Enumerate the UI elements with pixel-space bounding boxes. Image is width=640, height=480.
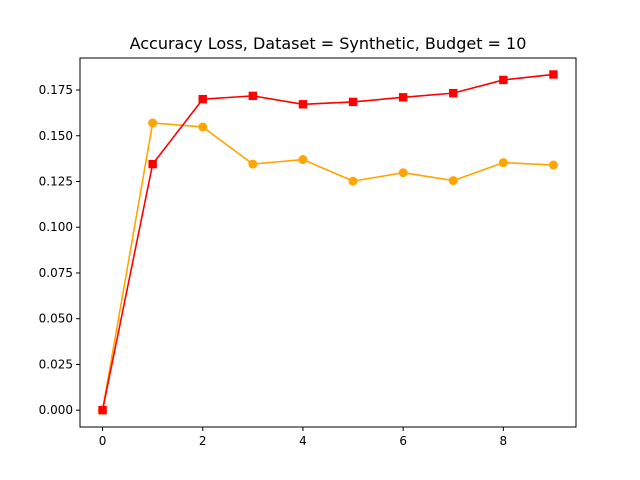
series-1-point [198, 122, 208, 132]
series-2-point [148, 159, 157, 169]
chart-title: Accuracy Loss, Dataset = Synthetic, Budg… [130, 34, 527, 53]
series-1-point [548, 160, 558, 170]
series-2-point [348, 97, 358, 107]
plot-frame [79, 57, 577, 428]
y-tick-label: 0.175 [39, 83, 73, 97]
y-tick-label: 0.125 [39, 174, 73, 188]
series-1-point [148, 118, 158, 128]
x-tick-label: 4 [299, 434, 307, 448]
series-2-point [98, 405, 107, 415]
y-tick-label: 0.025 [39, 357, 73, 371]
series-2-point [549, 70, 558, 79]
series-2-point [398, 93, 408, 102]
series-2-point [248, 91, 258, 101]
x-tick-label: 0 [99, 434, 107, 448]
series-2-point [298, 100, 308, 109]
series-1-point [248, 159, 258, 169]
x-tick-label: 2 [199, 434, 207, 448]
series-1-line [101, 122, 554, 411]
y-tick-label: 0.050 [39, 312, 73, 326]
plot-series [98, 70, 558, 415]
x-tick-label: 8 [500, 434, 508, 448]
series-2-line [101, 73, 554, 411]
axes: 0 2 4 6 8 0.000 0.025 0.050 0.075 0.100 0.125 0.150… [39, 83, 508, 448]
y-tick-label: 0.100 [39, 220, 73, 234]
series-2-point [198, 94, 207, 104]
series-1-point [348, 176, 358, 186]
series-1-point [298, 155, 308, 165]
series-2-point [499, 75, 508, 85]
y-tick-label: 0.150 [39, 129, 73, 143]
series-1-point [398, 168, 408, 178]
series-1-point [498, 158, 508, 168]
series-1-point [448, 176, 458, 186]
x-tick-label: 6 [399, 434, 407, 448]
y-tick-label: 0.075 [39, 266, 73, 280]
series-2-point [449, 88, 458, 98]
y-tick-label: 0.000 [39, 403, 73, 417]
